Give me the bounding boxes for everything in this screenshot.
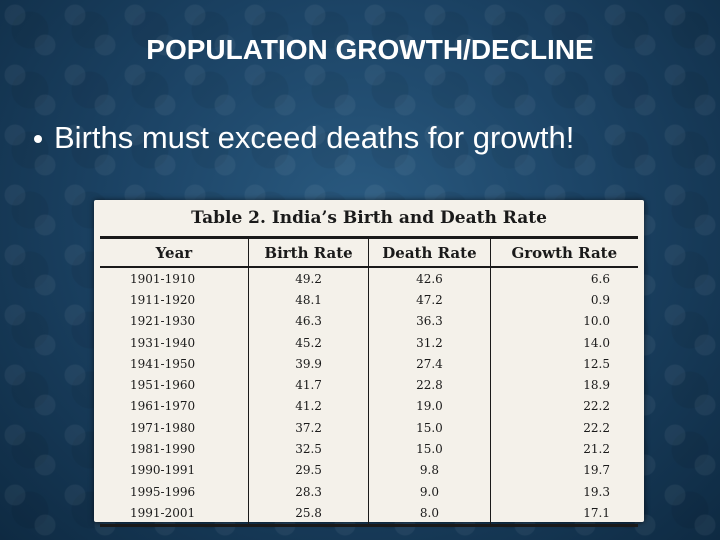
birth-death-rate-table-image: Table 2. India’s Birth and Death Rate Ye… [94, 200, 644, 527]
cell-death-rate: 8.0 [368, 502, 491, 526]
table-row: 1971-1980 37.2 15.0 22.2 [100, 417, 638, 439]
cell-growth-rate: 18.9 [489, 374, 638, 396]
table-header-row: Year Birth Rate Death Rate Growth Rate [100, 237, 638, 268]
slide-title: POPULATION GROWTH/DECLINE [146, 34, 594, 65]
cell-growth-rate: 22.2 [489, 395, 638, 418]
table-row: 1931-1940 45.2 31.2 14.0 [100, 331, 638, 354]
cell-death-rate: 9.8 [368, 459, 491, 481]
cell-birth-rate: 28.3 [247, 480, 369, 503]
cell-growth-rate: 10.0 [489, 310, 638, 332]
cell-death-rate: 36.3 [368, 310, 491, 332]
birth-death-rate-table: Year Birth Rate Death Rate Growth Rate 1… [100, 236, 638, 527]
table-row: 1995-1996 28.3 9.0 19.3 [100, 480, 638, 503]
cell-growth-rate: 12.5 [489, 353, 638, 375]
table-wrapper: Year Birth Rate Death Rate Growth Rate 1… [100, 236, 638, 527]
cell-year: 1981-1990 [130, 442, 196, 457]
cell-birth-rate: 41.7 [247, 374, 369, 396]
table-row: 1941-1950 39.9 27.4 12.5 [100, 353, 638, 375]
cell-year: 1931-1940 [130, 335, 196, 350]
table-row: 1990-1991 29.5 9.8 19.7 [100, 459, 638, 481]
cell-death-rate: 15.0 [368, 438, 491, 460]
cell-year: 1961-1970 [130, 399, 196, 414]
table-row: 1991-2001 25.8 8.0 17.1 [100, 502, 638, 526]
cell-growth-rate: 6.6 [489, 267, 638, 290]
cell-death-rate: 22.8 [368, 374, 491, 396]
cell-year: 1991-2001 [130, 505, 196, 520]
header-growth-rate: Growth Rate [489, 237, 638, 268]
cell-growth-rate: 17.1 [489, 502, 638, 526]
header-death-rate: Death Rate [368, 237, 491, 268]
cell-birth-rate: 37.2 [247, 417, 369, 439]
cell-death-rate: 19.0 [368, 395, 491, 418]
cell-birth-rate: 41.2 [247, 395, 369, 418]
table-row: 1901-1910 49.2 42.6 6.6 [100, 267, 638, 290]
table-caption: Table 2. India’s Birth and Death Rate [191, 208, 547, 228]
cell-birth-rate: 49.2 [247, 267, 369, 290]
table-row: 1981-1990 32.5 15.0 21.2 [100, 438, 638, 460]
cell-death-rate: 27.4 [368, 353, 491, 375]
cell-year: 1990-1991 [130, 463, 196, 478]
header-year: Year [100, 237, 249, 268]
cell-birth-rate: 39.9 [247, 353, 369, 375]
cell-growth-rate: 19.7 [489, 459, 638, 481]
cell-year: 1921-1930 [130, 314, 196, 329]
cell-growth-rate: 21.2 [489, 438, 638, 460]
cell-year: 1911-1920 [130, 292, 196, 307]
cell-growth-rate: 22.2 [489, 417, 638, 439]
cell-year: 1941-1950 [130, 356, 196, 371]
table-row: 1951-1960 41.7 22.8 18.9 [100, 374, 638, 396]
table-row: 1921-1930 46.3 36.3 10.0 [100, 310, 638, 332]
cell-birth-rate: 46.3 [247, 310, 369, 332]
cell-year: 1951-1960 [130, 378, 196, 393]
cell-growth-rate: 19.3 [489, 480, 638, 503]
header-birth-rate: Birth Rate [247, 237, 369, 268]
bullet-text: Births must exceed deaths for growth! [54, 120, 575, 155]
cell-death-rate: 9.0 [368, 480, 491, 503]
cell-birth-rate: 32.5 [247, 438, 369, 460]
cell-year: 1995-1996 [130, 484, 196, 499]
cell-birth-rate: 45.2 [247, 331, 369, 354]
cell-year: 1971-1980 [130, 420, 196, 435]
bullet-icon [34, 135, 42, 143]
cell-birth-rate: 29.5 [247, 459, 369, 481]
cell-birth-rate: 25.8 [247, 502, 369, 526]
cell-death-rate: 42.6 [368, 267, 491, 290]
cell-birth-rate: 48.1 [247, 289, 369, 311]
cell-year: 1901-1910 [130, 271, 196, 286]
bullet-point: Births must exceed deaths for growth! [34, 120, 574, 156]
cell-death-rate: 47.2 [368, 289, 491, 311]
cell-growth-rate: 14.0 [489, 331, 638, 354]
table-row: 1911-1920 48.1 47.2 0.9 [100, 289, 638, 311]
table-row: 1961-1970 41.2 19.0 22.2 [100, 395, 638, 418]
cell-death-rate: 31.2 [368, 331, 491, 354]
cell-death-rate: 15.0 [368, 417, 491, 439]
cell-growth-rate: 0.9 [489, 289, 638, 311]
table-body: 1901-1910 49.2 42.6 6.6 1911-1920 48.1 47.2 0.9… [100, 267, 638, 526]
